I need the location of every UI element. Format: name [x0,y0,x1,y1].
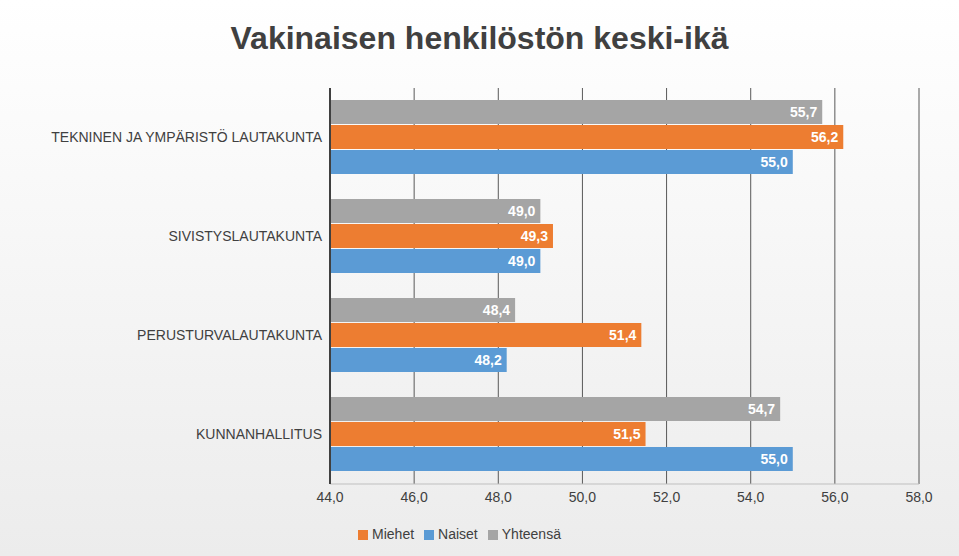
svg-text:56,0: 56,0 [821,489,848,505]
svg-text:46,0: 46,0 [401,489,428,505]
svg-text:PERUSTURVALAUTAKUNTA: PERUSTURVALAUTAKUNTA [137,327,323,343]
html-text:Naiset: Naiset [438,526,478,542]
html-text:Miehet: Miehet [372,526,415,542]
svg-text:52,0: 52,0 [653,489,680,505]
svg-text:48,2: 48,2 [474,352,501,368]
svg-text:58,0: 58,0 [905,489,932,505]
svg-text:51,4: 51,4 [609,327,636,343]
svg-text:55,0: 55,0 [761,154,788,170]
svg-text:54,0: 54,0 [737,489,764,505]
svg-text:49,3: 49,3 [521,228,548,244]
svg-text:51,5: 51,5 [613,426,640,442]
svg-text:50,0: 50,0 [569,489,596,505]
svg-text:55,0: 55,0 [761,451,788,467]
svg-text:48,4: 48,4 [483,302,510,318]
svg-text:49,0: 49,0 [508,253,535,269]
svg-text:SIVISTYSLAUTAKUNTA: SIVISTYSLAUTAKUNTA [168,228,322,244]
svg-text:48,0: 48,0 [485,489,512,505]
svg-text:TEKNINEN JA YMPÄRISTÖ LAUTAKUN: TEKNINEN JA YMPÄRISTÖ LAUTAKUNTA [51,128,322,145]
svg-text:55,7: 55,7 [790,104,817,120]
svg-text:54,7: 54,7 [748,401,775,417]
svg-text:49,0: 49,0 [508,203,535,219]
html-text:Vakinaisen henkilöstön keski-i: Vakinaisen henkilöstön keski-ikä [230,20,729,56]
svg-text:44,0: 44,0 [316,489,343,505]
svg-text:KUNNANHALLITUS: KUNNANHALLITUS [196,426,322,442]
svg-text:56,2: 56,2 [811,129,838,145]
html-text:Yhteensä: Yhteensä [501,526,561,542]
